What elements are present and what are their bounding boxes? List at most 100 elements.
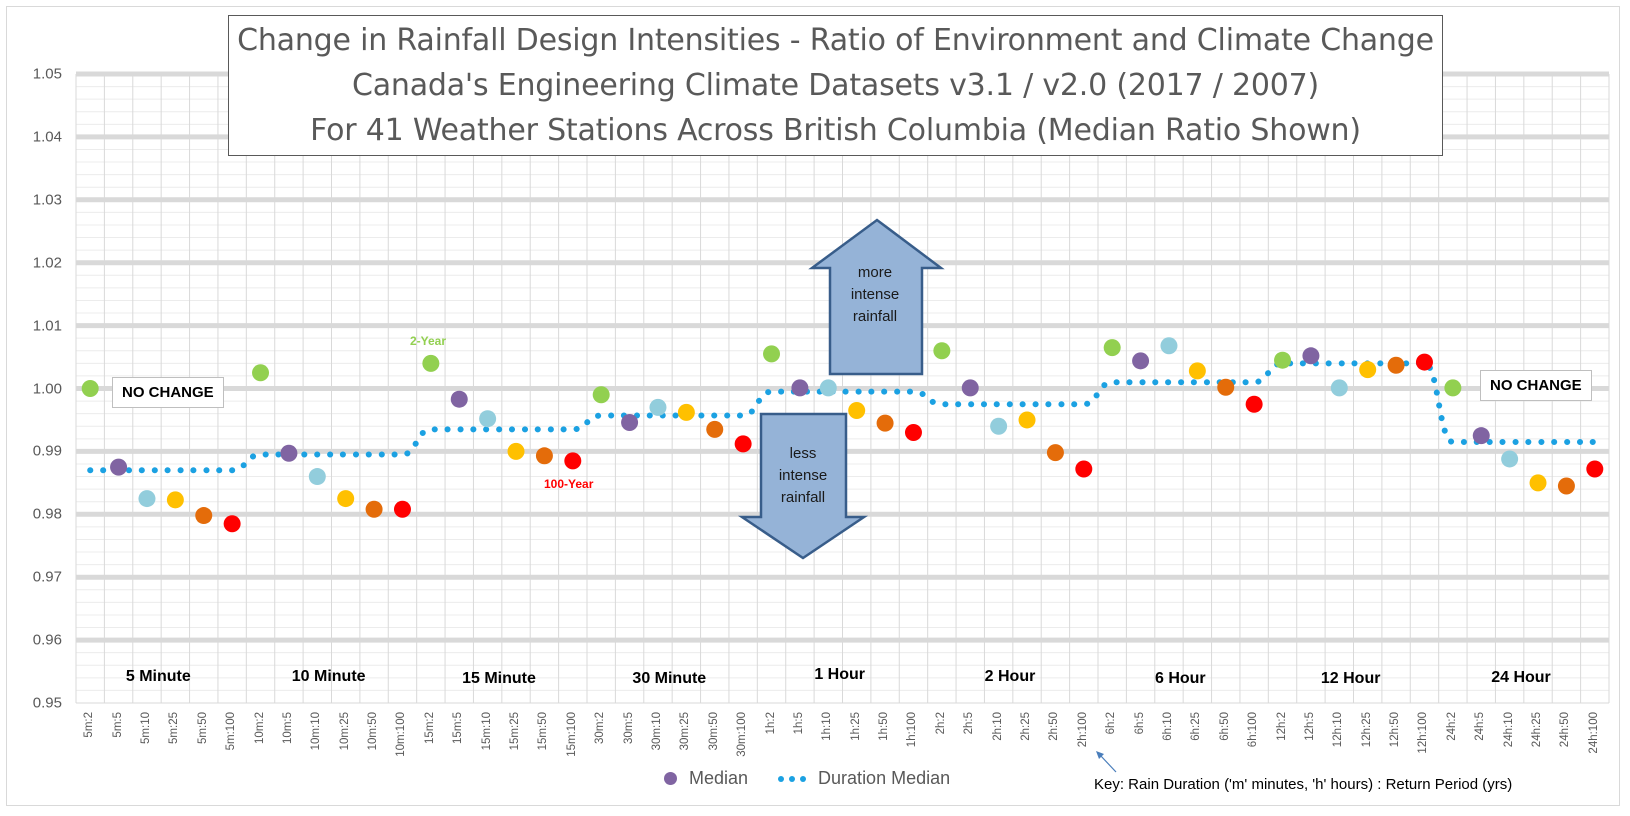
x-tick-label: 1h:50	[878, 712, 891, 741]
x-tick-label: 10m:100	[395, 712, 408, 757]
data-point-30m-2	[592, 386, 610, 404]
data-point-2h-25	[1018, 411, 1036, 429]
x-tick-label: 1h:2	[764, 712, 777, 735]
data-point-6h-25	[1188, 362, 1206, 380]
x-tick-label: 6h:25	[1190, 712, 1203, 741]
data-point-10m-100	[393, 500, 411, 518]
x-tick-label: 15m:100	[565, 712, 578, 757]
x-tick-label: 5m:50	[196, 712, 209, 744]
x-tick-label: 24h:100	[1587, 712, 1600, 754]
less-intense-line-1: less	[789, 445, 817, 462]
data-point-1h-5	[791, 379, 809, 397]
x-tick-label: 12h:25	[1360, 712, 1373, 748]
data-point-10m-25	[337, 490, 355, 508]
x-tick-label: 12h:5	[1303, 712, 1316, 741]
chart-frame	[6, 6, 1620, 806]
duration-group-label: 12 Hour	[1320, 670, 1381, 687]
hundred-year-annotation: 100-Year	[544, 477, 594, 491]
data-point-2h-100	[1075, 460, 1093, 478]
y-tick-label: 1.00	[32, 380, 62, 397]
y-tick-label: 1.01	[32, 317, 62, 335]
more-intense-line-1: more	[857, 264, 893, 281]
data-point-6h-5	[1132, 352, 1150, 370]
data-point-24h-25	[1529, 474, 1547, 492]
more-intense-arrow	[808, 218, 945, 376]
less-intense-arrow	[737, 412, 869, 560]
x-tick-label: 24h:10	[1502, 712, 1515, 748]
duration-group-label: 24 Hour	[1491, 669, 1551, 686]
data-point-15m-2	[422, 354, 440, 372]
data-point-5m-25	[166, 491, 184, 509]
x-tick-label: 24h:5	[1474, 712, 1487, 741]
data-point-1h-25	[848, 402, 866, 420]
x-tick-label: 2h:2	[934, 712, 947, 735]
data-point-12h-5	[1302, 347, 1320, 365]
more-intense-label: more intense rainfall	[830, 262, 920, 328]
key-pointer-arrowhead	[1096, 751, 1104, 759]
x-tick-label: 2h:25	[1020, 712, 1033, 741]
data-point-12h-10	[1330, 379, 1348, 397]
x-tick-label: 12h:10	[1332, 712, 1345, 748]
data-point-1h-2	[763, 345, 781, 363]
data-point-10m-10	[308, 468, 326, 486]
x-tick-label: 15m:10	[480, 712, 493, 751]
data-point-15m-5	[450, 390, 468, 408]
y-tick-label: 0.98	[32, 505, 62, 523]
x-tick-label: 5m:10	[139, 712, 152, 744]
chart-title: Change in Rainfall Design Intensities - …	[228, 15, 1443, 156]
median-marker-icon	[664, 772, 677, 785]
no-change-label-left: NO CHANGE	[112, 377, 224, 408]
data-point-2h-5	[961, 379, 979, 397]
x-tick-label: 12h:100	[1417, 712, 1430, 754]
x-tick-label: 15m:25	[509, 712, 522, 751]
x-tick-label: 2h:10	[991, 712, 1004, 741]
x-tick-label: 1h:5	[792, 712, 805, 735]
x-tick-label: 2h:5	[963, 712, 976, 735]
chart-title-line-2: Canada's Engineering Climate Datasets v3…	[351, 68, 1320, 103]
x-tick-label: 24h:25	[1531, 712, 1544, 748]
data-point-10m-5	[280, 444, 298, 462]
data-point-5m-10	[138, 490, 156, 508]
y-tick-label: 1.05	[32, 65, 62, 83]
x-tick-label: 5m:2	[83, 712, 96, 738]
y-tick-label: 1.02	[32, 254, 62, 272]
x-tick-label: 10m:2	[253, 712, 266, 744]
x-tick-label: 1h:100	[906, 712, 919, 748]
x-tick-label: 24h:2	[1445, 712, 1458, 741]
more-intense-line-2: intense	[850, 286, 900, 303]
x-tick-label: 10m:10	[310, 712, 323, 751]
more-intense-line-3: rainfall	[852, 308, 898, 325]
x-tick-label: 10m:25	[338, 712, 351, 751]
data-point-1h-50	[876, 414, 894, 432]
x-tick-label: 6h:2	[1105, 712, 1118, 735]
legend-item-median: Median	[664, 768, 748, 789]
chart-legend: Median Duration Median	[664, 768, 970, 789]
data-point-6h-100	[1245, 395, 1263, 413]
y-tick-label: 0.96	[32, 631, 62, 649]
duration-group-label: 30 Minute	[632, 670, 707, 687]
data-point-1h-10	[819, 379, 837, 397]
x-tick-label: 15m:50	[537, 712, 550, 751]
x-tick-label: 30m:2	[594, 712, 607, 744]
x-tick-label: 24h:50	[1559, 712, 1572, 748]
less-intense-line-3: rainfall	[780, 489, 826, 506]
x-tick-label: 1h:10	[821, 712, 834, 741]
y-tick-label: 0.97	[32, 568, 62, 586]
duration-group-label: 1 Hour	[814, 666, 865, 683]
less-intense-label: less intense rainfall	[758, 443, 848, 509]
data-point-15m-100	[564, 452, 582, 470]
x-tick-label: 12h:2	[1275, 712, 1288, 741]
legend-item-duration-median: Duration Median	[778, 768, 950, 789]
data-point-1h-100	[904, 424, 922, 442]
data-point-2h-50	[1046, 444, 1064, 462]
data-point-2h-10	[990, 417, 1008, 435]
data-point-24h-5	[1472, 427, 1490, 445]
data-point-15m-50	[535, 447, 553, 465]
x-tick-label: 6h:10	[1161, 712, 1174, 741]
x-tick-label: 6h:100	[1247, 712, 1260, 748]
axis-key-note: Key: Rain Duration ('m' minutes, 'h' hou…	[1094, 776, 1513, 793]
data-point-15m-10	[479, 410, 497, 428]
data-point-30m-25	[677, 403, 695, 421]
duration-group-label: 5 Minute	[125, 668, 191, 685]
